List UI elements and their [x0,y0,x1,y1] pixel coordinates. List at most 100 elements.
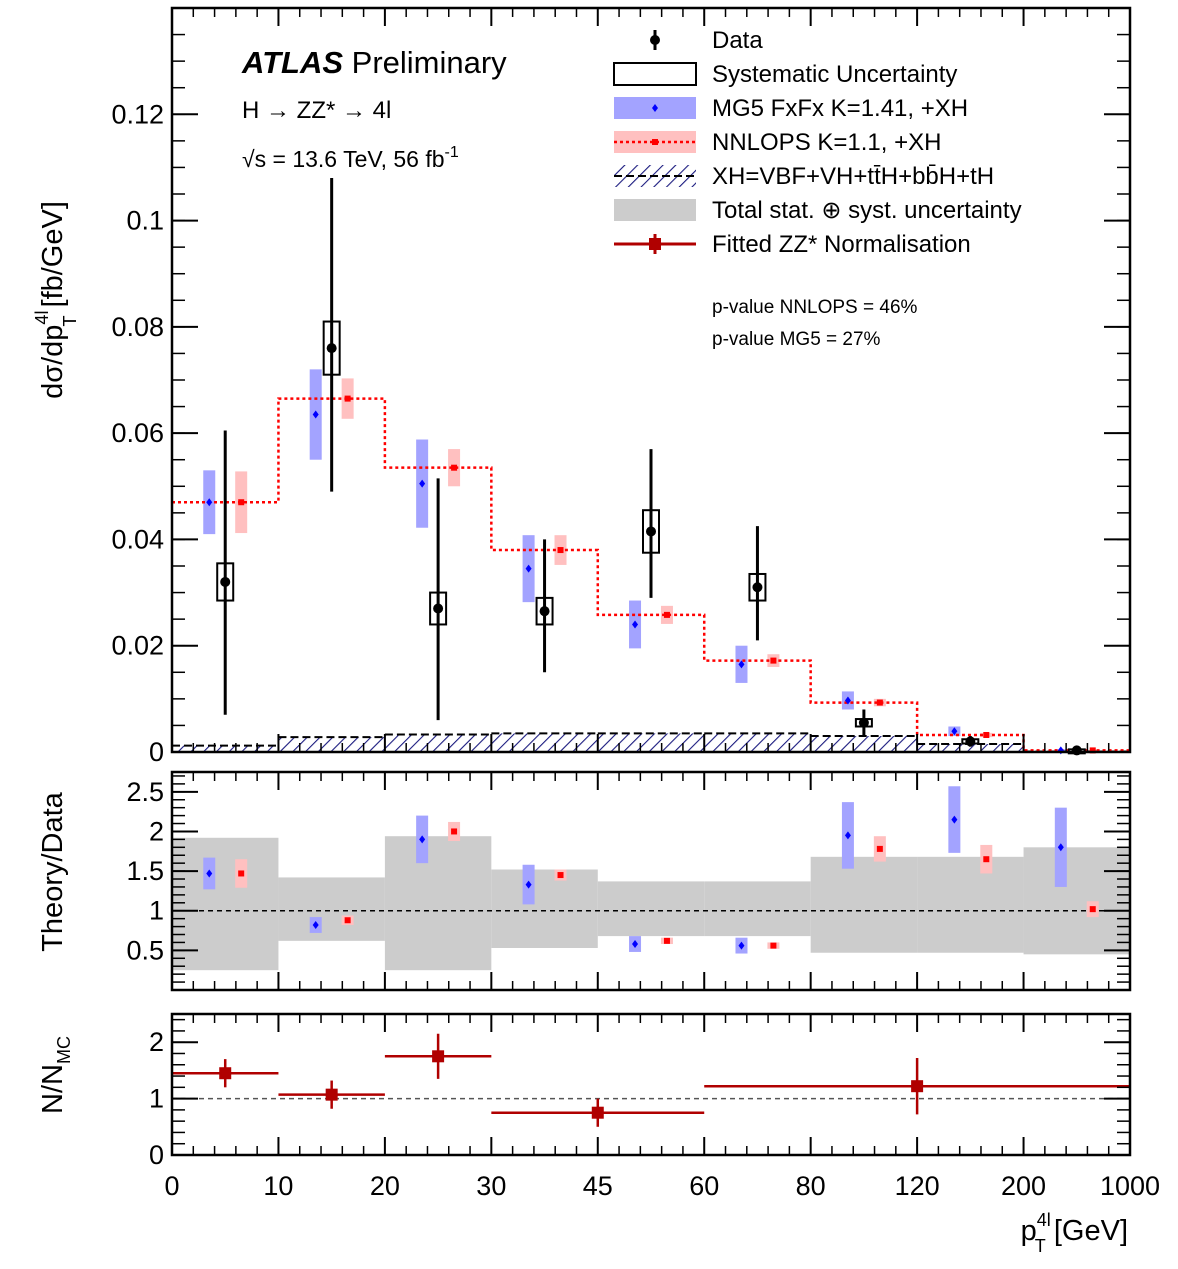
nnlops-ratio-point [770,942,777,949]
nnlops-ratio-point [983,856,990,863]
mg5-ratio-point [632,940,639,949]
xh-bar [597,733,705,752]
nnlops-point [557,547,564,554]
total-uncertainty-band [1023,847,1130,955]
nnlops-ratio-point [557,872,564,879]
x-tick-label: 60 [689,1171,719,1201]
norm-point [591,1106,604,1119]
xh-bar [491,733,598,752]
nnlops-ratio-point [238,870,245,877]
legend-label-syst: Systematic Uncertainty [712,61,957,88]
data-point [646,526,656,537]
mg5-ratio-point [206,869,213,878]
x-tick-label: 200 [1001,1171,1046,1201]
y-axis-title: dσ/dp4l T [fb/GeV] [32,201,80,399]
legend-label-data: Data [712,27,763,54]
legend-nnlops-marker [652,139,658,145]
mg5-point [738,660,745,669]
energy-lumi-label: √s = 13.6 TeV, 56 fb-1 [242,144,459,172]
y-tick-label: 1.5 [126,856,164,886]
nnlops-ratio-point [876,845,883,852]
x-tick-label: 10 [263,1171,293,1201]
legend-syst-box [613,62,697,86]
panel-frame [170,770,1132,992]
legend-label-mg5: MG5 FxFx K=1.41, +XH [712,95,968,122]
x-axis-title: p4l T [GeV] [1021,1210,1128,1256]
y-tick-label: 2 [149,816,164,846]
nnlops-point [451,464,458,471]
total-uncertainty-band [491,869,598,948]
nnlops-point [983,731,990,738]
legend-total-band [614,199,696,221]
mg5-point [419,479,426,488]
y-tick-label: 1 [149,1084,164,1114]
total-uncertainty-band [810,856,918,953]
norm-point [219,1067,232,1080]
pvalue-label: p-value MG5 = 27% [712,329,881,350]
nnlops-point [663,611,670,618]
mg5-ratio-point [738,941,745,950]
norm-axis-title: N/NMC [37,1036,74,1114]
nnlops-histogram [172,397,1130,752]
nnlops-ratio-point [663,937,670,944]
mg5-ratio-point [525,880,532,889]
data-point [752,582,763,593]
nnlops-ratio-point [451,828,458,835]
mg5-point [206,498,213,507]
data-point [326,343,337,354]
legend-label-total: Total stat. ⊕ syst. uncertainty [712,197,1022,224]
norm-point [911,1080,924,1093]
xh-bar [172,745,279,752]
xh-bar [384,734,492,752]
ratio-axis-title: Theory/Data [37,791,69,951]
y-tick-label: 1 [149,896,164,926]
y-tick-label: 0 [149,1140,164,1170]
legend-mg5-marker [652,104,658,112]
data-point [858,717,869,728]
legend-fit-marker [649,238,661,250]
mg5-ratio-point [419,835,426,844]
data-point [965,736,976,747]
legend-label-nnlops: NNLOPS K=1.1, +XH [712,129,941,156]
xh-bar [917,744,1024,752]
mg5-point [525,564,532,573]
data-point [220,576,231,587]
x-tick-label: 30 [476,1171,506,1201]
atlas-label: ATLAS Preliminary [241,45,507,80]
total-uncertainty-band [172,837,279,971]
x-tick-label: 120 [895,1171,940,1201]
total-uncertainty-band [278,877,385,941]
xh-bar [278,737,385,752]
total-uncertainty-band [704,881,811,937]
y-tick-label: 0 [149,737,164,767]
y-tick-label: 0.02 [111,631,164,661]
legend-label-fit: Fitted ZZ* Normalisation [712,231,971,258]
y-tick-label: 0.06 [111,418,164,448]
nnlops-point [344,395,351,402]
mg5-point [951,727,958,736]
process-label: H → ZZ* → 4l [242,97,391,124]
x-tick-label: 80 [796,1171,826,1201]
y-tick-label: 2 [149,1027,164,1057]
x-tick-label: 45 [583,1171,613,1201]
mg5-point [312,410,319,419]
nnlops-point [238,499,245,506]
data-point [433,603,444,614]
pvalue-label: p-value NNLOPS = 46% [712,297,918,318]
x-tick-label: 1000 [1100,1171,1160,1201]
norm-point [325,1088,338,1101]
mg5-ratio-point [951,815,958,824]
legend-data-marker [650,35,660,45]
mg5-ratio-point [312,920,319,929]
nnlops-ratio-point [344,917,351,924]
data-point [539,606,550,617]
x-tick-label: 0 [164,1171,179,1201]
y-tick-label: 0.04 [111,524,164,554]
mg5-point [844,696,851,705]
y-tick-label: 0.12 [111,99,164,129]
xh-bar [810,736,918,752]
panel-frame [170,1012,1132,1157]
y-tick-label: 0.5 [126,935,164,965]
